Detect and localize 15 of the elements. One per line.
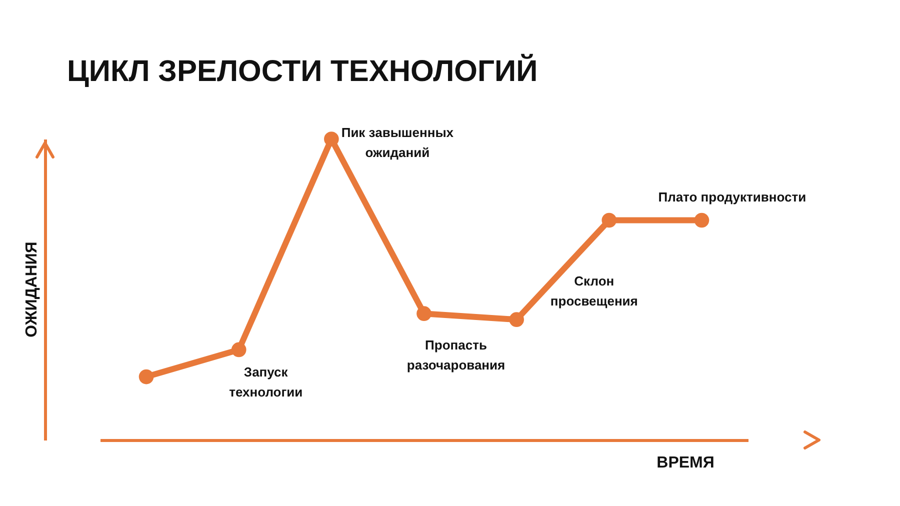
- x-axis-title: ВРЕМЯ: [656, 454, 714, 472]
- annotation: Пропасть разочарования: [406, 338, 506, 373]
- y-axis-title: ОЖИДАНИЯ: [24, 242, 40, 338]
- point: [324, 132, 339, 146]
- point: [231, 342, 246, 358]
- annotation: Запуск технологии: [229, 364, 303, 400]
- point: [602, 212, 617, 228]
- point: [138, 369, 154, 384]
- point: [416, 306, 432, 321]
- point: [509, 312, 524, 327]
- point: [694, 212, 710, 228]
- annotation: Плато продуктивности: [658, 189, 806, 204]
- annotation: Пик завышенных ожиданий: [341, 125, 454, 160]
- chart-title: ЦИКЛ ЗРЕЛОСТИ ТЕХНОЛОГИЙ: [67, 53, 538, 88]
- annotation: Склон просвещения: [550, 273, 638, 308]
